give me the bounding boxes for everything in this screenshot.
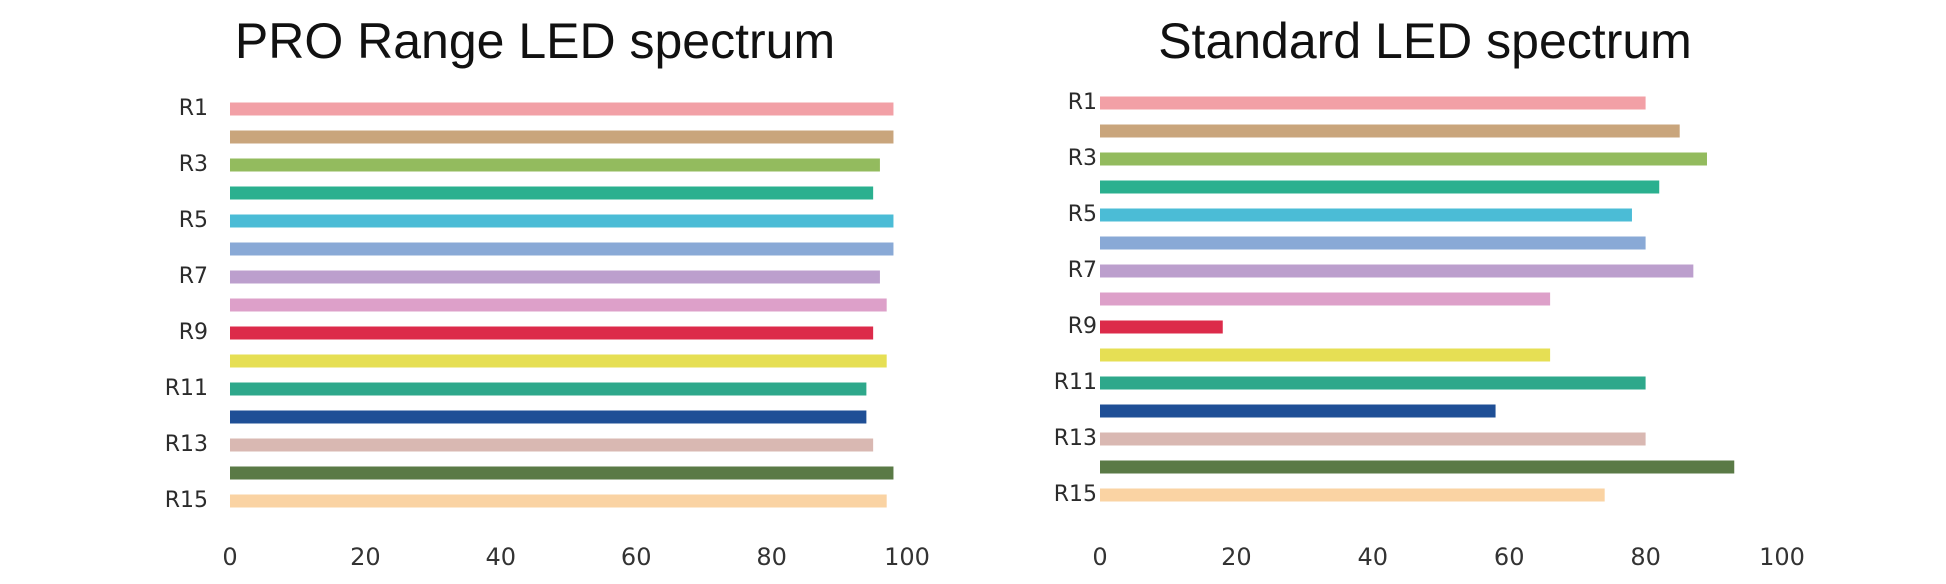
bar-r6	[230, 242, 894, 256]
x-tick-label-0: 0	[1092, 543, 1107, 571]
bar-r6	[1100, 236, 1646, 250]
category-label-r5: R5	[1068, 202, 1097, 227]
x-tick-label-80: 80	[1630, 543, 1661, 571]
bar-r14	[230, 466, 894, 480]
bar-r4	[1100, 180, 1660, 194]
category-label-r9: R9	[1068, 314, 1097, 339]
chart-standard: Standard LED spectrum R1 R3 R5 R7 R9 R11 R13 R1…	[1054, 13, 1805, 571]
category-label-r13: R13	[1054, 426, 1097, 451]
x-tick-label-60: 60	[1494, 543, 1525, 571]
bar-r2	[230, 130, 894, 144]
category-label-r1: R1	[1068, 90, 1097, 115]
x-tick-label-100: 100	[884, 543, 930, 571]
category-label-r13: R13	[165, 432, 208, 457]
bar-r12	[1100, 404, 1496, 418]
category-label-r3: R3	[179, 152, 208, 177]
x-tick-label-80: 80	[756, 543, 787, 571]
x-tick-label-40: 40	[1358, 543, 1389, 571]
x-tick-label-0: 0	[222, 543, 237, 571]
chart-title-standard: Standard LED spectrum	[1158, 13, 1692, 69]
bar-r15	[230, 494, 887, 508]
bar-r3	[230, 158, 880, 172]
category-label-r15: R15	[165, 488, 208, 513]
bar-r12	[230, 410, 867, 424]
x-tick-label-20: 20	[1221, 543, 1252, 571]
category-label-r3: R3	[1068, 146, 1097, 171]
x-tick-label-40: 40	[486, 543, 517, 571]
category-label-r11: R11	[165, 376, 208, 401]
category-label-r15: R15	[1054, 482, 1097, 507]
bar-r11	[1100, 376, 1646, 390]
bar-r5	[230, 214, 894, 228]
bar-r5	[1100, 208, 1632, 222]
bar-r7	[230, 270, 880, 284]
bar-r8	[1100, 292, 1551, 306]
chart-title-pro-range: PRO Range LED spectrum	[235, 13, 835, 69]
bar-r1	[230, 102, 894, 116]
bar-r10	[1100, 348, 1551, 362]
bar-r1	[1100, 96, 1646, 110]
x-tick-label-100: 100	[1759, 543, 1805, 571]
category-label-r7: R7	[179, 264, 208, 289]
bar-r14	[1100, 460, 1735, 474]
bar-r7	[1100, 264, 1694, 278]
category-label-r9: R9	[179, 320, 208, 345]
bar-r15	[1100, 488, 1605, 502]
category-label-r11: R11	[1054, 370, 1097, 395]
bar-r8	[230, 298, 887, 312]
bar-r9	[1100, 320, 1223, 334]
x-tick-label-20: 20	[350, 543, 381, 571]
bar-r13	[1100, 432, 1646, 446]
x-tick-label-60: 60	[621, 543, 652, 571]
bar-r4	[230, 186, 874, 200]
bar-r11	[230, 382, 867, 396]
bar-r9	[230, 326, 874, 340]
bar-r10	[230, 354, 887, 368]
category-label-r5: R5	[179, 208, 208, 233]
chart-pro-range: PRO Range LED spectrum R1 R3 R5 R7 R9 R11 R13 R…	[165, 13, 930, 571]
category-label-r1: R1	[179, 96, 208, 121]
category-label-r7: R7	[1068, 258, 1097, 283]
bar-r2	[1100, 124, 1680, 138]
bar-r13	[230, 438, 874, 452]
bar-r3	[1100, 152, 1707, 166]
